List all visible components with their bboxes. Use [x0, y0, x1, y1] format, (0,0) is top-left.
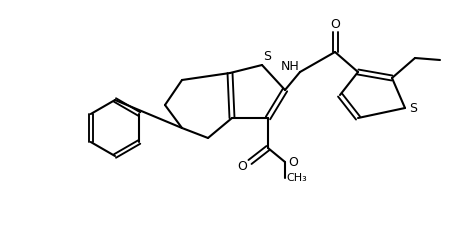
Text: O: O — [330, 18, 340, 31]
Text: NH: NH — [280, 61, 299, 74]
Text: O: O — [288, 155, 298, 169]
Text: S: S — [409, 101, 417, 115]
Text: O: O — [237, 160, 247, 173]
Text: CH₃: CH₃ — [287, 173, 307, 183]
Text: S: S — [263, 50, 271, 63]
